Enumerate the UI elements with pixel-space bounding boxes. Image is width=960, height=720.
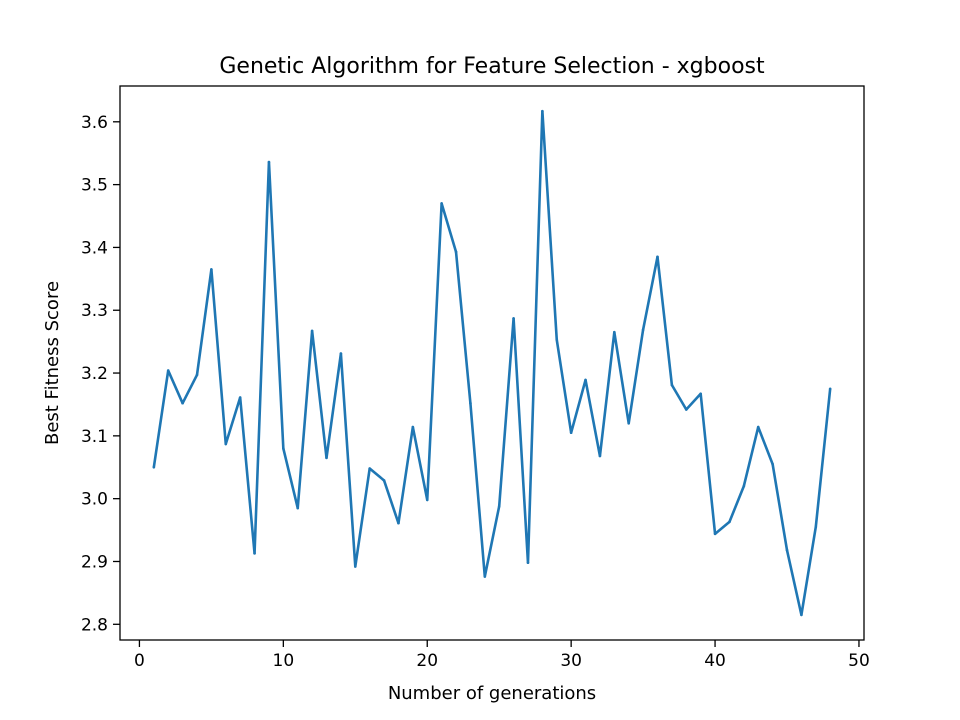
y-tick-label: 3.5: [81, 176, 108, 196]
data-point: [497, 504, 501, 508]
data-point: [224, 442, 228, 446]
data-point: [469, 401, 472, 405]
data-point: [756, 425, 760, 429]
y-tick-label: 2.9: [81, 552, 108, 572]
data-point: [684, 408, 688, 411]
data-point: [828, 387, 832, 391]
data-point: [814, 525, 818, 529]
data-point: [699, 392, 702, 396]
data-point: [800, 613, 803, 617]
x-axis-ticks: 0 10 20 30 40 50: [134, 640, 870, 671]
y-tick-label: 3.1: [81, 427, 108, 447]
data-point: [526, 561, 530, 565]
data-point: [555, 338, 559, 342]
data-point: [454, 250, 458, 254]
plot-area: [152, 109, 832, 617]
data-point: [238, 396, 242, 399]
data-point: [771, 462, 774, 466]
data-point: [368, 467, 371, 470]
data-point: [310, 329, 314, 333]
y-tick-label: 3.2: [81, 364, 108, 384]
x-tick-label: 20: [416, 651, 438, 671]
data-point: [742, 484, 746, 488]
data-point: [166, 369, 170, 372]
data-point: [411, 425, 415, 429]
data-point: [613, 330, 616, 334]
series-line: [152, 109, 832, 617]
data-point: [728, 520, 731, 524]
data-point: [425, 498, 429, 502]
data-points: [152, 109, 832, 617]
y-tick-label: 3.4: [81, 238, 108, 258]
data-point: [641, 328, 645, 332]
y-tick-label: 3.0: [81, 490, 108, 510]
x-tick-label: 30: [560, 651, 582, 671]
data-point: [584, 378, 587, 382]
data-point: [296, 506, 300, 510]
data-point: [325, 456, 328, 460]
data-point: [282, 447, 285, 450]
data-point: [210, 268, 213, 271]
data-point: [627, 421, 631, 425]
data-point: [440, 202, 443, 205]
y-tick-label: 3.3: [81, 301, 108, 321]
data-point: [670, 383, 674, 387]
x-tick-label: 10: [273, 651, 295, 671]
x-tick-label: 0: [134, 651, 145, 671]
data-point: [382, 479, 386, 482]
data-point: [713, 532, 717, 536]
y-tick-label: 2.8: [81, 615, 108, 635]
chart-title: Genetic Algorithm for Feature Selection …: [219, 54, 765, 79]
data-point: [195, 373, 199, 377]
x-tick-label: 40: [704, 651, 726, 671]
data-point: [785, 548, 789, 552]
axes-frame: [119, 85, 865, 641]
data-point: [512, 317, 515, 320]
data-point: [598, 454, 602, 458]
data-point: [353, 565, 357, 568]
x-tick-label: 50: [848, 651, 870, 671]
data-point: [656, 255, 659, 259]
data-point: [253, 552, 256, 555]
y-axis-label: Best Fitness Score: [42, 281, 63, 445]
x-axis-label: Number of generations: [388, 683, 596, 704]
data-point: [152, 465, 156, 469]
data-point: [181, 401, 184, 405]
data-point: [541, 109, 544, 113]
data-point: [569, 431, 573, 435]
data-point: [267, 160, 271, 164]
data-point: [483, 575, 487, 578]
y-tick-label: 3.6: [81, 113, 108, 133]
data-point: [397, 521, 400, 525]
data-point: [339, 352, 343, 355]
y-axis-ticks: 2.8 2.9 3.0 3.1 3.2 3.3 3.4 3.5 3.6: [81, 113, 120, 635]
